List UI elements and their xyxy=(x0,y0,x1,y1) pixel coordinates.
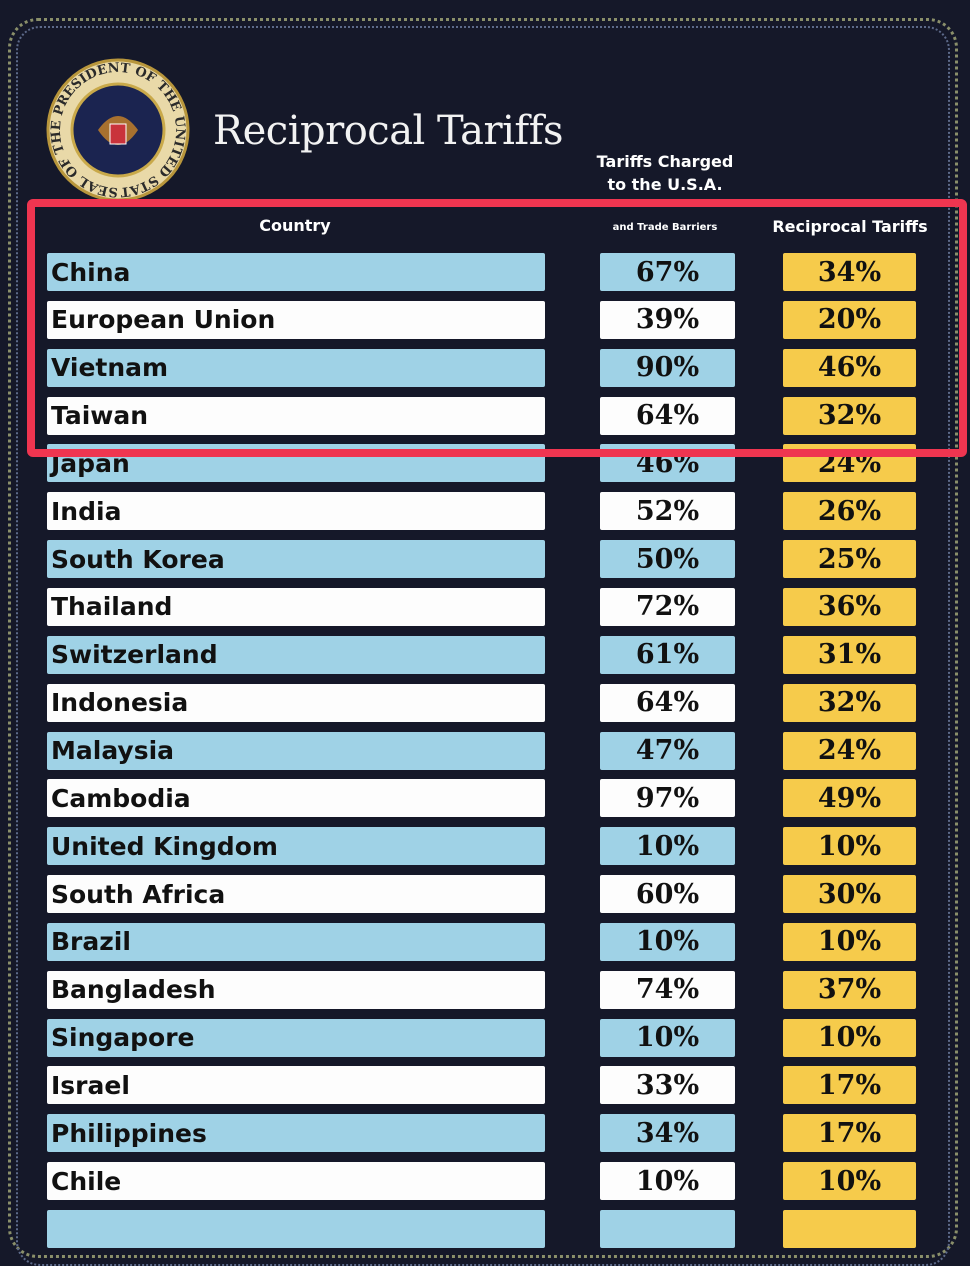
tariff-cell: 97% xyxy=(600,779,735,818)
country-cell: United Kingdom xyxy=(47,827,545,866)
country-cell: India xyxy=(47,492,545,531)
country-cell: Israel xyxy=(47,1066,545,1105)
country-cell: Brazil xyxy=(47,922,545,961)
tariff-cell: 67% xyxy=(600,253,735,291)
tariff-cell: 72% xyxy=(600,587,735,626)
reciprocal-cell: 17% xyxy=(783,1114,916,1153)
tariff-cell: 33% xyxy=(600,1066,735,1105)
country-cell: South Korea xyxy=(47,540,545,579)
country-cell: China xyxy=(47,253,545,291)
column-header: and Trade Barriers xyxy=(612,222,718,233)
reciprocal-cell: 10% xyxy=(783,922,916,961)
reciprocal-cell: 17% xyxy=(783,1066,916,1105)
tariff-cell: 61% xyxy=(600,635,735,674)
tariff-cell: 64% xyxy=(600,683,735,722)
reciprocal-cell: 10% xyxy=(783,1018,916,1057)
reciprocal-cell: 37% xyxy=(783,970,916,1009)
country-cell: Taiwan xyxy=(47,396,545,435)
tariff-cell: 10% xyxy=(600,1018,735,1057)
country-cell: South Africa xyxy=(47,875,545,914)
column-header: Country xyxy=(259,216,331,235)
reciprocal-cell: 36% xyxy=(783,587,916,626)
column-header: Tariffs Charged to the U.S.A. xyxy=(596,152,734,194)
reciprocal-cell: 20% xyxy=(783,300,916,339)
tariff-cell: 10% xyxy=(600,1162,735,1201)
row-strip xyxy=(783,1210,916,1248)
country-cell: Bangladesh xyxy=(47,970,545,1009)
country-cell: Indonesia xyxy=(47,683,545,722)
tariff-cell: 64% xyxy=(600,396,735,435)
country-cell: Switzerland xyxy=(47,635,545,674)
reciprocal-cell: 24% xyxy=(783,731,916,770)
reciprocal-cell: 32% xyxy=(783,396,916,435)
reciprocal-cell: 10% xyxy=(783,1162,916,1201)
tariff-cell: 74% xyxy=(600,970,735,1009)
country-cell: Singapore xyxy=(47,1018,545,1057)
reciprocal-cell: 31% xyxy=(783,635,916,674)
tariff-cell: 52% xyxy=(600,492,735,531)
row-strip xyxy=(47,1210,545,1248)
tariff-cell: 34% xyxy=(600,1114,735,1153)
country-cell: Chile xyxy=(47,1162,545,1201)
tariff-cell: 10% xyxy=(600,827,735,866)
country-cell: Cambodia xyxy=(47,779,545,818)
seal: SEAL OF THE PRESIDENT OF THE UNITED STAT… xyxy=(44,58,190,202)
country-cell: Philippines xyxy=(47,1114,545,1153)
tariff-cell: 10% xyxy=(600,922,735,961)
reciprocal-cell: 10% xyxy=(783,827,916,866)
highlight-box xyxy=(27,199,967,457)
country-cell: Malaysia xyxy=(47,731,545,770)
reciprocal-cell: 30% xyxy=(783,875,916,914)
column-header: Reciprocal Tariffs xyxy=(772,217,928,236)
reciprocal-cell: 25% xyxy=(783,540,916,579)
country-cell: Thailand xyxy=(47,587,545,626)
title: Reciprocal Tariffs xyxy=(213,108,564,154)
tariff-cell: 50% xyxy=(600,540,735,579)
reciprocal-cell: 32% xyxy=(783,683,916,722)
country-cell: European Union xyxy=(47,300,545,339)
reciprocal-cell: 26% xyxy=(783,492,916,531)
tariff-cell: 39% xyxy=(600,300,735,339)
row-strip xyxy=(600,1210,735,1248)
seal-shield xyxy=(109,123,127,145)
reciprocal-cell: 49% xyxy=(783,779,916,818)
reciprocal-cell: 34% xyxy=(783,253,916,291)
page: SEAL OF THE PRESIDENT OF THE UNITED STAT… xyxy=(8,18,967,1266)
tariff-cell: 60% xyxy=(600,875,735,914)
country-cell: Vietnam xyxy=(47,348,545,387)
tariff-cell: 47% xyxy=(600,731,735,770)
reciprocal-cell: 46% xyxy=(783,348,916,387)
tariff-cell: 90% xyxy=(600,348,735,387)
